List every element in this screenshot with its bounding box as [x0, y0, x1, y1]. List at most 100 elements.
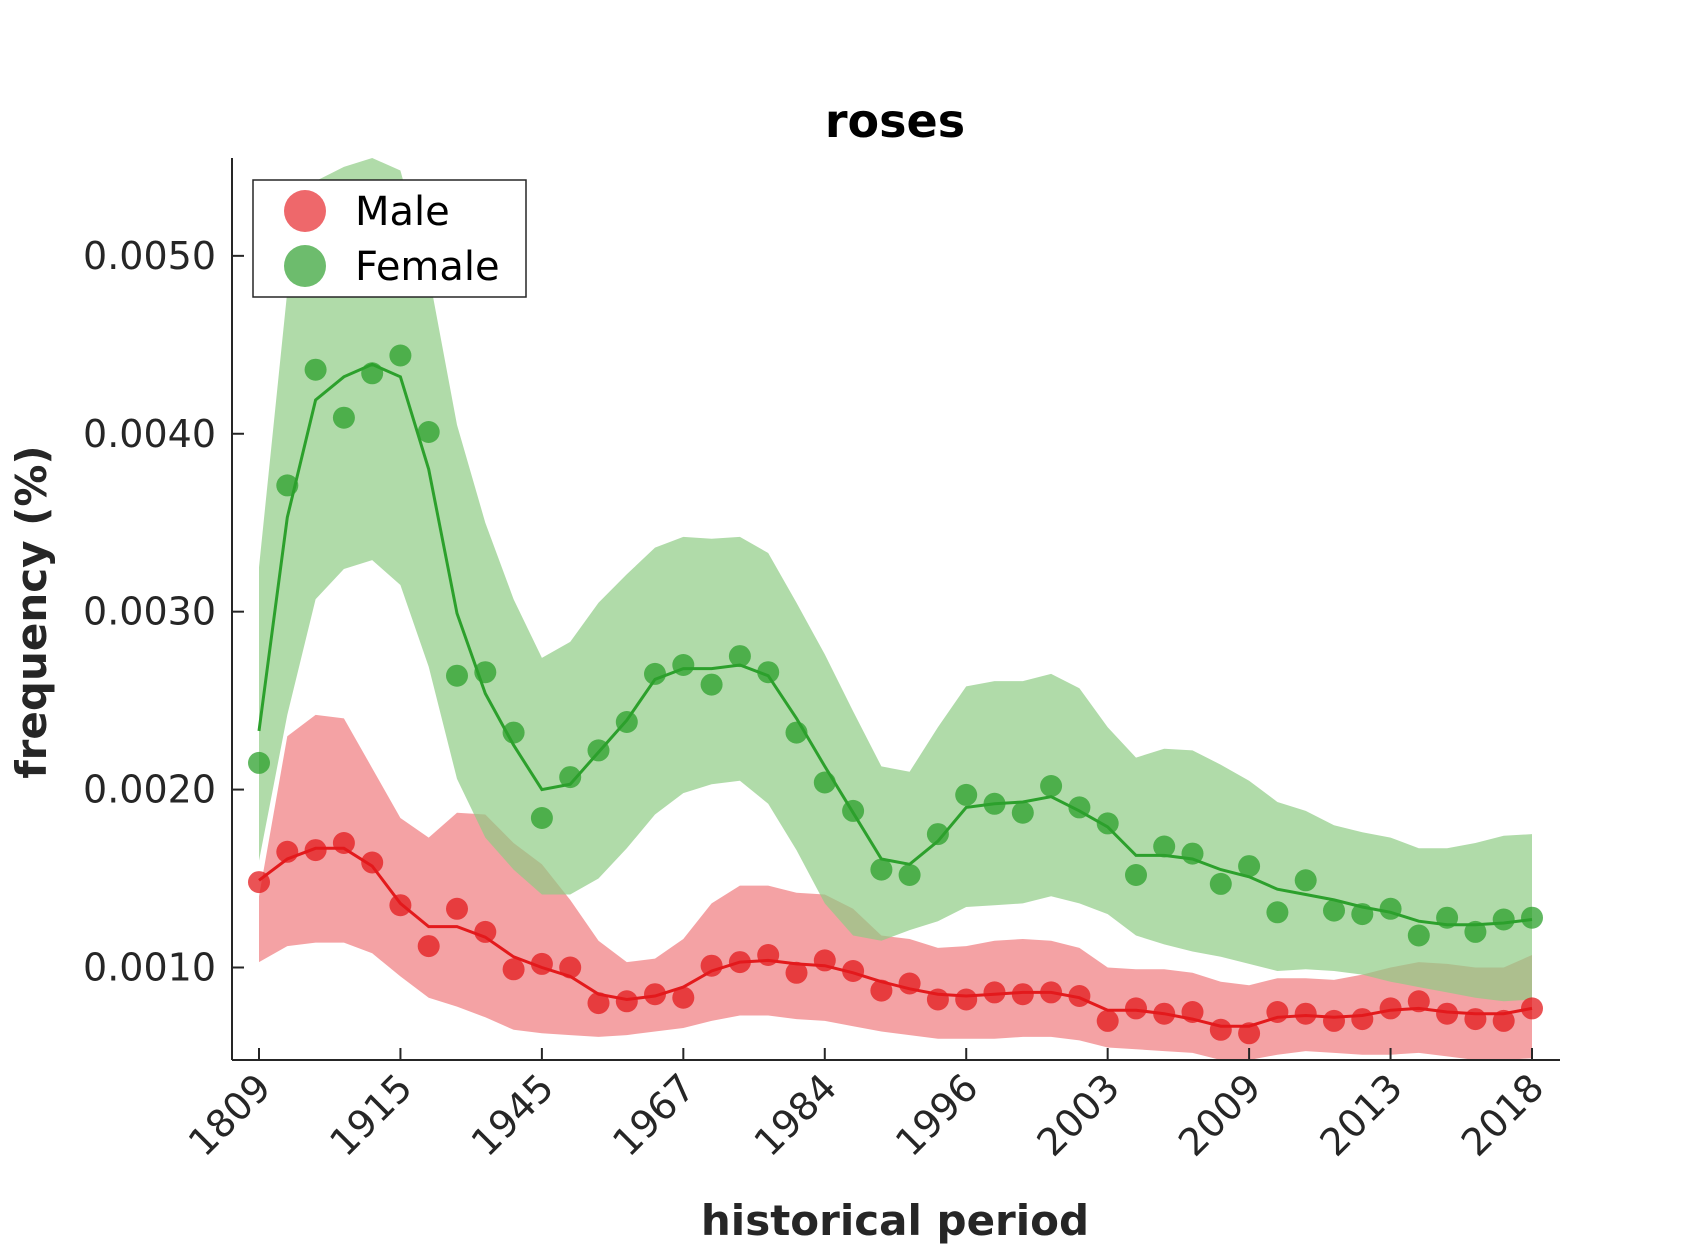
x-tick-label: 2009 [1170, 1065, 1270, 1165]
point-male [644, 983, 666, 1006]
point-female [389, 344, 412, 367]
point-male [1266, 1001, 1289, 1023]
x-axis-title: historical period [701, 1196, 1089, 1245]
y-axis-ticks: 0.0010 0.0020 0.0030 0.0040 0.0050 [83, 234, 244, 989]
y-tick-label: 0.0040 [83, 412, 216, 456]
x-tick-label: 1984 [746, 1065, 846, 1165]
point-female [757, 661, 780, 684]
point-female [248, 751, 270, 774]
y-tick-label: 0.0030 [83, 590, 216, 634]
point-female [1379, 897, 1402, 920]
band-female [259, 158, 1532, 1002]
point-male [700, 954, 723, 977]
point-male [1209, 1018, 1232, 1041]
point-female [785, 721, 808, 744]
y-tick-label: 0.0020 [83, 768, 216, 812]
point-female [1266, 901, 1289, 924]
point-male [559, 956, 582, 979]
point-male [1125, 997, 1147, 1020]
point-female [1096, 812, 1119, 835]
point-male [1464, 1008, 1487, 1031]
point-female [559, 766, 582, 789]
point-female [644, 662, 666, 685]
point-female [1238, 855, 1261, 878]
point-male [1492, 1009, 1515, 1032]
point-female [813, 771, 836, 794]
point-male [530, 952, 553, 975]
point-female [1436, 906, 1459, 929]
x-axis-ticks: 1809 1915 1945 1967 1984 1996 2003 2009 2013 2018 [180, 1048, 1552, 1165]
point-female [417, 421, 440, 443]
data-points [248, 344, 1543, 1045]
point-female [361, 362, 384, 385]
point-female [1068, 796, 1091, 819]
line-female [257, 362, 1533, 927]
point-male [813, 949, 836, 972]
y-tick-label: 0.0050 [83, 234, 216, 278]
point-male [361, 851, 384, 874]
point-male [248, 871, 270, 894]
point-female [672, 654, 695, 676]
legend: Male Female [252, 179, 527, 298]
axes [231, 158, 1560, 1061]
point-female [1323, 899, 1345, 922]
point-male [587, 992, 610, 1015]
point-female [898, 864, 921, 886]
point-female [332, 406, 355, 429]
point-female [615, 711, 638, 733]
chart-title: roses [825, 94, 965, 148]
x-tick-label: 2013 [1311, 1065, 1411, 1165]
point-female [700, 673, 723, 696]
point-male [785, 961, 808, 984]
point-female [983, 792, 1006, 815]
point-female [1125, 864, 1147, 886]
point-female [304, 358, 327, 381]
legend-label-male: Male [355, 189, 450, 235]
point-female [1407, 924, 1430, 947]
point-male [276, 840, 299, 863]
x-tick-label: 1945 [463, 1065, 563, 1165]
point-male [502, 958, 525, 981]
point-female [530, 807, 553, 829]
point-male [1521, 997, 1543, 1020]
point-male [1181, 1001, 1204, 1023]
point-female [1521, 906, 1543, 929]
point-female [474, 661, 497, 684]
point-female [276, 474, 299, 497]
point-female [587, 739, 610, 762]
point-female [842, 799, 865, 822]
point-male [757, 944, 780, 966]
point-male [1436, 1002, 1459, 1025]
point-female [870, 858, 893, 881]
x-tick-label: 1915 [321, 1065, 421, 1165]
point-male [1040, 981, 1063, 1004]
point-female [955, 783, 978, 806]
legend-label-female: Female [355, 244, 500, 290]
point-male [983, 981, 1006, 1004]
point-female [446, 664, 468, 687]
point-female [1040, 775, 1063, 797]
point-male [672, 986, 695, 1009]
point-male [870, 979, 893, 1002]
point-male [898, 972, 921, 995]
point-male [1323, 1009, 1345, 1032]
point-male [1351, 1008, 1374, 1031]
y-axis-title: frequency (%) [7, 445, 56, 778]
legend-marker-male [284, 190, 326, 232]
point-male [446, 897, 468, 920]
point-female [1351, 903, 1374, 926]
point-male [955, 988, 978, 1011]
point-female [502, 721, 525, 744]
point-male [304, 839, 327, 862]
x-tick-label: 1967 [604, 1065, 704, 1165]
point-male [1153, 1002, 1176, 1025]
point-male [926, 988, 949, 1011]
point-female [1209, 872, 1232, 895]
point-male [1407, 990, 1430, 1013]
legend-marker-female [284, 245, 326, 287]
point-male [1379, 997, 1402, 1020]
point-male [842, 960, 865, 982]
smoothed-lines [257, 362, 1533, 1028]
